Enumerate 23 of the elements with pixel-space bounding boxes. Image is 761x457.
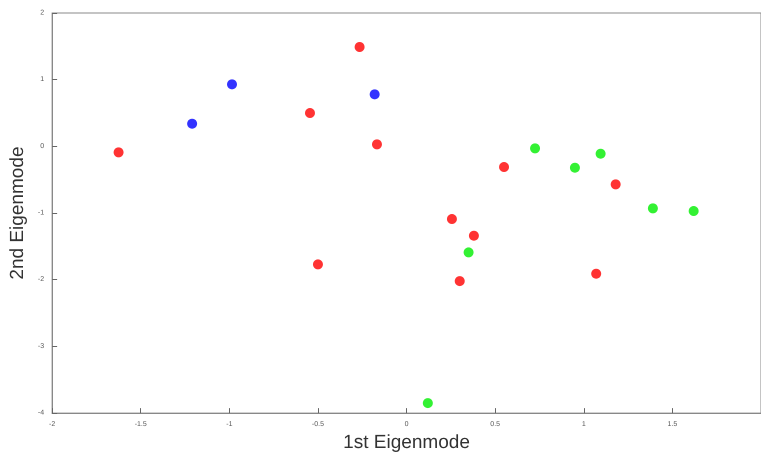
point	[468, 230, 479, 241]
point	[227, 79, 237, 90]
point	[570, 162, 580, 173]
point	[446, 214, 457, 224]
point	[370, 89, 380, 100]
point	[372, 139, 382, 150]
x-axis-title: 1st Eigenmode	[343, 432, 470, 453]
point	[499, 162, 510, 172]
point	[114, 147, 124, 158]
point	[464, 247, 474, 258]
point	[596, 148, 606, 159]
point	[610, 179, 621, 190]
point	[648, 203, 658, 214]
point	[304, 108, 315, 118]
point	[312, 259, 323, 270]
y-axis-title: 2nd Eigenmode	[7, 146, 28, 280]
point	[454, 276, 465, 286]
point	[688, 206, 699, 216]
point	[354, 42, 365, 52]
point	[591, 268, 602, 279]
point	[530, 143, 540, 154]
point	[187, 118, 198, 129]
point	[422, 398, 433, 408]
